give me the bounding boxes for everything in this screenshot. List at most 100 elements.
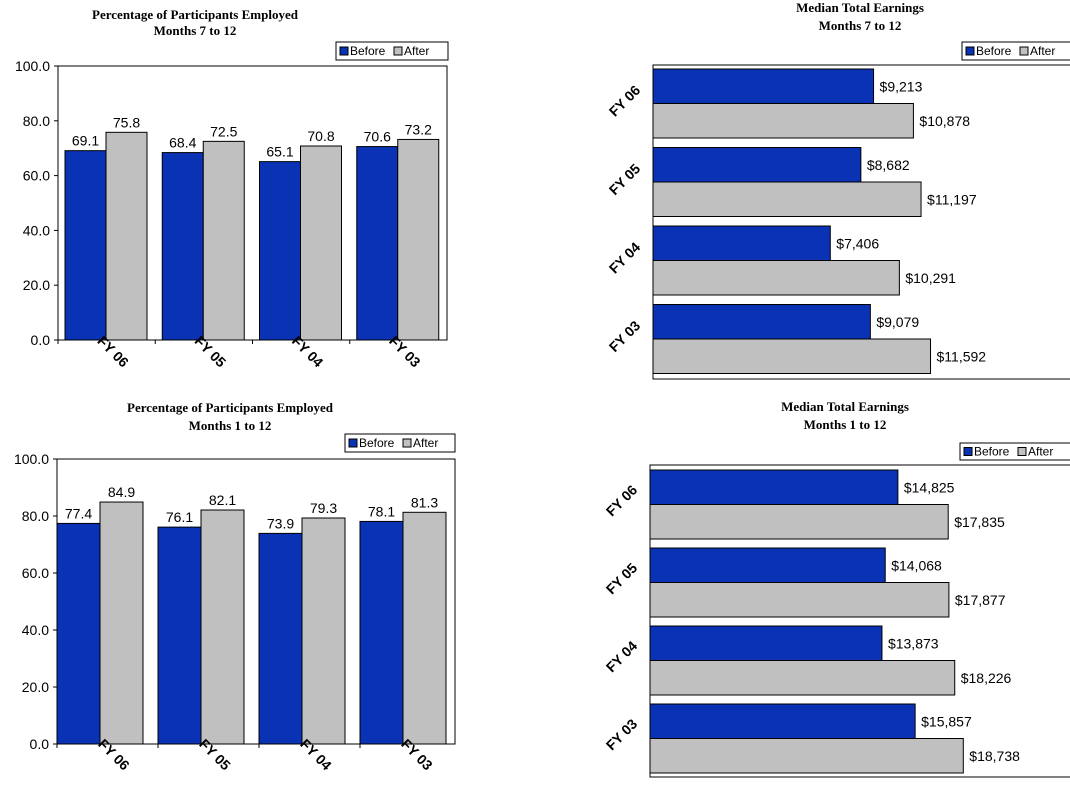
legend-swatch-before <box>965 46 975 56</box>
data-label: 65.1 <box>266 144 293 160</box>
data-label: 84.9 <box>108 484 135 500</box>
legend: Before After <box>344 433 456 453</box>
bar-after <box>652 260 900 296</box>
legend-swatch-after <box>402 438 412 448</box>
chart-4: Median Total Earnings Months 1 to 12 Befor… <box>603 399 1070 778</box>
data-label: $14,825 <box>904 479 955 495</box>
bar-after <box>649 582 950 618</box>
chart-subtitle: Months 1 to 12 <box>189 418 272 433</box>
y-tick-label: 20.0 <box>23 277 50 293</box>
data-label: 69.1 <box>72 133 99 149</box>
bar-before <box>649 703 916 739</box>
y-category-label: FY 06 <box>603 482 641 520</box>
data-label: 76.1 <box>166 509 193 525</box>
y-tick-label: 100.0 <box>14 451 49 467</box>
data-label: 75.8 <box>113 114 140 130</box>
y-tick-label: 40.0 <box>23 222 50 238</box>
legend-swatch-after <box>1019 46 1029 56</box>
bar-after <box>397 138 440 341</box>
bar-after <box>200 509 245 745</box>
bar-after <box>652 103 914 139</box>
y-category-label: FY 03 <box>603 716 641 754</box>
data-label: 70.6 <box>364 129 391 145</box>
y-category-label: FY 04 <box>606 239 644 277</box>
chart-2: Median Total Earnings Months 7 to 12 Befor… <box>606 0 1070 380</box>
legend-box <box>335 41 449 61</box>
bar-after <box>402 511 447 745</box>
legend-swatch-after <box>393 46 403 56</box>
y-tick-label: 80.0 <box>22 508 49 524</box>
bar-after <box>652 181 922 217</box>
data-label: $9,213 <box>880 78 923 94</box>
legend: Before After <box>959 442 1070 461</box>
y-category-label: FY 03 <box>606 317 644 355</box>
bar-before <box>356 146 399 341</box>
bar-before <box>652 225 831 261</box>
legend-label-after: After <box>1030 44 1055 58</box>
bar-after <box>649 660 956 696</box>
data-label: 81.3 <box>411 494 438 510</box>
data-label: $7,406 <box>836 235 879 251</box>
data-label: $11,592 <box>937 348 987 364</box>
data-label: $11,197 <box>927 191 977 207</box>
y-tick-label: 40.0 <box>22 622 49 638</box>
data-label: $9,079 <box>876 314 919 330</box>
bar-before <box>652 68 875 104</box>
data-label: 78.1 <box>368 503 395 519</box>
bar-after <box>105 131 148 341</box>
data-label: $13,873 <box>888 635 939 651</box>
legend-label-before: Before <box>359 436 395 450</box>
legend: Before After <box>961 41 1070 61</box>
bar-after <box>649 738 964 774</box>
y-tick-label: 100.0 <box>15 58 50 74</box>
bar-before <box>359 520 404 745</box>
data-label: $15,857 <box>921 713 972 729</box>
legend-label-after: After <box>1028 445 1053 459</box>
chart-subtitle: Months 7 to 12 <box>819 18 902 33</box>
chart-subtitle: Months 1 to 12 <box>804 417 887 432</box>
data-label: $10,878 <box>919 113 970 129</box>
data-label: $18,226 <box>961 670 1012 686</box>
chart-title: Median Total Earnings <box>781 399 909 414</box>
y-tick-label: 0.0 <box>30 736 50 752</box>
bar-before <box>258 532 303 745</box>
bar-before <box>157 526 202 745</box>
bar-before <box>259 161 301 341</box>
data-label: 68.4 <box>169 135 196 151</box>
legend-label-before: Before <box>350 44 386 58</box>
chart-1: Percentage of Participants EmployedMonth… <box>15 7 449 370</box>
legend-label-after: After <box>413 436 438 450</box>
data-label: 77.4 <box>65 505 92 521</box>
bar-before <box>161 152 204 341</box>
chart-3: Percentage of Participants Employed Month… <box>14 400 456 773</box>
data-label: $18,738 <box>969 748 1020 764</box>
bar-after <box>99 501 144 745</box>
bar-after <box>301 517 346 745</box>
y-tick-label: 20.0 <box>22 679 49 695</box>
legend-label-before: Before <box>976 44 1012 58</box>
data-label: $17,835 <box>954 514 1005 530</box>
bar-after <box>202 140 245 341</box>
chart-subtitle: Months 7 to 12 <box>154 23 237 38</box>
bar-before <box>649 625 883 661</box>
chart-title: Percentage of Participants Employed <box>127 400 334 415</box>
bar-before <box>64 150 107 341</box>
legend-swatch-after <box>1017 447 1027 456</box>
legend-label-before: Before <box>974 445 1010 459</box>
y-tick-label: 0.0 <box>31 332 51 348</box>
bar-before <box>649 469 899 505</box>
data-label: 82.1 <box>209 492 236 508</box>
legend-box <box>959 442 1070 461</box>
data-label: $10,291 <box>905 270 956 286</box>
y-tick-label: 80.0 <box>23 113 50 129</box>
data-label: 79.3 <box>310 500 337 516</box>
legend-swatch-before <box>963 447 973 456</box>
data-label: 73.9 <box>267 515 294 531</box>
chart-title: Percentage of Participants Employed <box>92 7 299 22</box>
data-label: $8,682 <box>867 157 910 173</box>
y-category-label: FY 05 <box>603 560 641 598</box>
legend-swatch-before <box>339 46 349 56</box>
bar-after <box>649 504 949 540</box>
y-tick-label: 60.0 <box>22 565 49 581</box>
